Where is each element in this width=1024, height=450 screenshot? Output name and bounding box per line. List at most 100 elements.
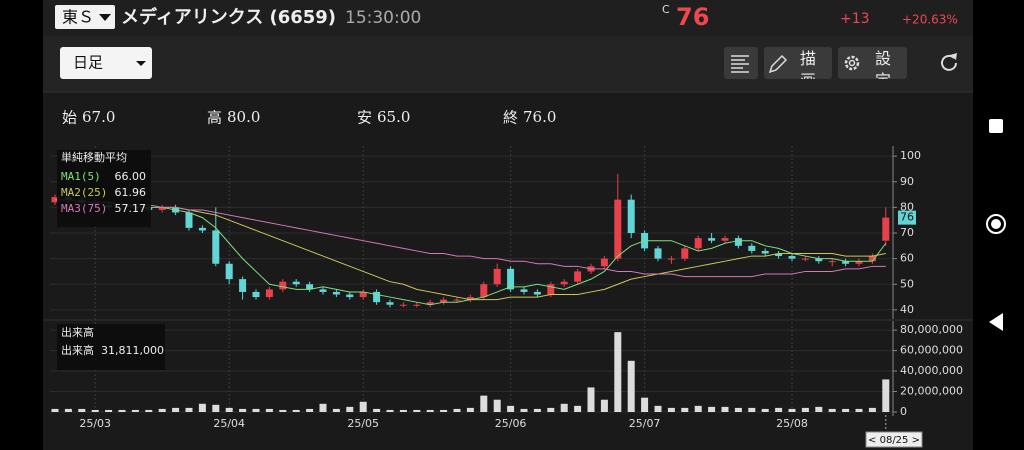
y-tick-label: 90 — [900, 175, 914, 188]
x-tick-label: 25/05 — [347, 417, 379, 430]
ohlc-label: 終 — [503, 109, 518, 127]
candle-body — [882, 217, 890, 241]
volume-bar — [252, 408, 260, 412]
y-tick-label: 20,000,000 — [900, 385, 963, 398]
candle-body — [721, 238, 729, 241]
volume-bar — [547, 407, 555, 412]
volume-bar — [239, 408, 247, 412]
volume-bar — [788, 408, 796, 412]
nav-home[interactable] — [986, 214, 1006, 234]
candle-body — [654, 248, 662, 259]
x-tick-label: 25/08 — [776, 417, 808, 430]
volume-bar — [560, 403, 568, 412]
y-tick-label: 70 — [900, 226, 914, 239]
market[interactable]: 東Ｓ — [62, 8, 94, 27]
candle-body — [373, 291, 381, 303]
volume-bar — [775, 407, 783, 412]
candle-body — [801, 258, 809, 260]
button-bg[interactable] — [724, 47, 758, 79]
ma-line — [108, 201, 887, 306]
volume-bar — [761, 408, 769, 412]
cursor-label: < 08/25 > — [868, 435, 920, 446]
nav-back[interactable] — [989, 313, 1003, 331]
order-button[interactable] — [724, 47, 758, 79]
button-bg[interactable] — [764, 47, 832, 79]
period[interactable]: 日足 — [73, 54, 103, 72]
volume-bar — [440, 409, 448, 412]
volume-bar — [225, 407, 233, 412]
volume-bar — [172, 407, 180, 412]
candle-body — [453, 299, 461, 301]
volume-bar — [51, 408, 59, 412]
y-tick-label: 80 — [900, 200, 914, 213]
candle-body — [319, 289, 327, 292]
volume-bar — [399, 409, 407, 412]
candle-body — [681, 248, 689, 259]
candle-body — [306, 284, 314, 290]
y-tick-label: 100 — [900, 149, 921, 162]
market-select[interactable]: 東Ｓ — [55, 5, 115, 29]
legend-name: MA2(25) — [61, 186, 107, 199]
button-bg[interactable] — [838, 47, 907, 79]
draw-label-wrap: 描画 — [800, 49, 817, 79]
volume-bar — [118, 409, 126, 412]
settings-button[interactable]: 設定 — [838, 47, 907, 79]
ohlc-value: 76.0 — [523, 108, 556, 126]
legend-name: MA3(75) — [61, 202, 107, 215]
volume-bar — [855, 408, 863, 412]
legend-box — [57, 324, 165, 370]
refresh-button[interactable] — [941, 53, 957, 71]
candle-body — [855, 261, 863, 264]
period-select[interactable]: 日足 — [60, 47, 152, 79]
candle-body — [198, 227, 206, 231]
candle-body — [413, 304, 421, 306]
nav-recents[interactable] — [989, 119, 1003, 133]
volume-bar — [520, 408, 528, 412]
draw-button[interactable]: 描画 — [764, 47, 832, 79]
y-tick-label: 40 — [900, 303, 914, 316]
volume-bar — [131, 409, 139, 412]
volume-bar — [265, 408, 273, 412]
candle-body — [185, 212, 193, 228]
legend-title: 出来高 — [61, 325, 94, 339]
ohlc-label: 始 — [62, 109, 77, 127]
y-tick-label: 60 — [900, 252, 914, 265]
candle-body — [252, 291, 260, 298]
candle-body — [239, 279, 247, 292]
list-icon — [731, 55, 749, 73]
volume-bar — [882, 379, 890, 412]
volume-bar — [667, 407, 675, 412]
volume-bar — [212, 404, 220, 412]
settings-label[interactable]: 設定 — [875, 49, 892, 79]
gear-icon-center — [848, 59, 856, 67]
volume-bar — [641, 397, 649, 412]
y-tick-label: 0 — [900, 405, 907, 418]
charts: 始 67.0 高 80.0 安 65.0 終 76.0 40 50 60 70 80 90 100 25/03… — [43, 108, 973, 448]
header-bar — [43, 0, 973, 36]
price-mark: C — [662, 3, 670, 16]
dropdown-arrow — [99, 14, 111, 21]
nav-home-dot — [991, 219, 1001, 229]
candle-body — [667, 258, 675, 260]
ohlc-value: 80.0 — [227, 108, 260, 126]
x-tick-label: 25/04 — [213, 417, 245, 430]
candle-body — [399, 304, 407, 306]
refresh-icon[interactable] — [941, 54, 957, 71]
candle-body — [158, 207, 166, 210]
candle-body — [788, 256, 796, 259]
candle-body — [426, 302, 434, 305]
period-box[interactable] — [60, 47, 152, 79]
market-box[interactable] — [55, 5, 115, 29]
candle-body — [627, 199, 635, 233]
volume-bar — [466, 407, 474, 412]
candle-body — [761, 250, 769, 254]
volume-bar — [734, 407, 742, 412]
last-price-tag — [898, 210, 916, 225]
candle-body — [292, 281, 300, 285]
draw-label[interactable]: 描画 — [800, 49, 817, 79]
volume-bar — [413, 409, 421, 412]
candle-body — [694, 238, 702, 249]
legend-name: 出来高 — [61, 343, 94, 357]
volume-bar — [493, 399, 501, 412]
